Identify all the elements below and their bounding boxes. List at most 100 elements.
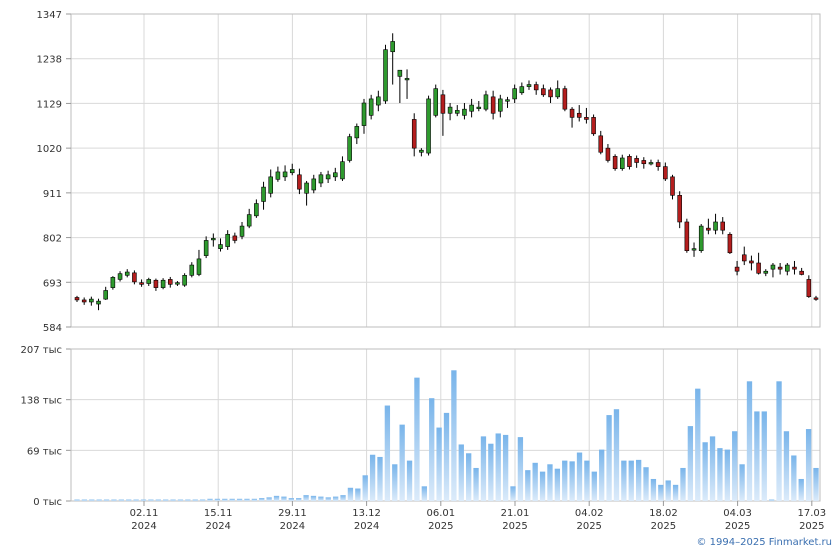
volume-bar bbox=[273, 495, 280, 501]
candle bbox=[648, 159, 654, 166]
candle bbox=[397, 69, 403, 104]
candle bbox=[498, 94, 503, 118]
candle bbox=[153, 278, 159, 291]
volume-bar bbox=[510, 486, 516, 501]
candle-body bbox=[569, 108, 575, 118]
candle-body bbox=[620, 157, 625, 169]
candle bbox=[160, 278, 166, 290]
candle bbox=[175, 281, 180, 286]
candle-body bbox=[153, 279, 159, 288]
candle bbox=[777, 263, 783, 275]
x-tick-year: 2024 bbox=[131, 521, 156, 532]
volume-bar bbox=[74, 499, 80, 501]
candle-body bbox=[282, 171, 288, 178]
volume-bar bbox=[369, 454, 376, 501]
candle-body bbox=[476, 106, 482, 109]
candle bbox=[246, 208, 252, 229]
candle-body bbox=[756, 262, 761, 274]
volume-bar bbox=[89, 499, 95, 501]
candle bbox=[469, 98, 474, 118]
candle bbox=[440, 89, 446, 136]
candle-body bbox=[433, 88, 439, 116]
candle bbox=[383, 44, 388, 104]
volume-bar bbox=[392, 464, 398, 501]
candle bbox=[96, 298, 101, 311]
candle-body bbox=[562, 88, 568, 110]
candle bbox=[490, 90, 496, 120]
volume-bar bbox=[347, 487, 354, 501]
volume-bar bbox=[732, 431, 738, 501]
candle bbox=[605, 144, 611, 163]
candle bbox=[684, 218, 690, 253]
candle-body bbox=[785, 264, 790, 272]
volume-bar bbox=[133, 499, 139, 501]
volume-bar bbox=[118, 499, 125, 501]
candle bbox=[311, 174, 317, 194]
candle-body bbox=[74, 297, 80, 301]
volume-bar bbox=[621, 460, 627, 501]
volume-y-tick-label: 0 тыс bbox=[33, 497, 62, 508]
volume-bar bbox=[761, 411, 767, 501]
volume-bar bbox=[495, 433, 501, 501]
copyright-text[interactable]: © 1994–2025 Finmarket.ru bbox=[696, 537, 832, 548]
price-y-tick-label: 1129 bbox=[37, 99, 62, 110]
candle-body bbox=[268, 176, 273, 194]
price-candles bbox=[74, 33, 819, 311]
volume-bar bbox=[687, 426, 694, 501]
candle-body bbox=[598, 135, 604, 153]
candle bbox=[74, 295, 80, 302]
candle bbox=[340, 156, 345, 181]
candle bbox=[548, 87, 553, 104]
volume-bar bbox=[709, 436, 716, 501]
candle-body bbox=[132, 272, 137, 283]
x-tick-year: 2024 bbox=[354, 521, 379, 532]
candle-body bbox=[246, 214, 252, 227]
x-tick-year: 2025 bbox=[576, 521, 601, 532]
candle-body bbox=[634, 158, 639, 163]
volume-bar bbox=[259, 498, 265, 501]
candle-body bbox=[397, 69, 403, 77]
candle bbox=[806, 275, 812, 298]
candle bbox=[476, 100, 482, 112]
volume-bar bbox=[288, 498, 294, 501]
volume-bar bbox=[377, 456, 383, 501]
volume-bar bbox=[281, 496, 287, 501]
volume-bar bbox=[443, 412, 450, 501]
volume-bar bbox=[813, 467, 819, 501]
candle-body bbox=[727, 233, 733, 254]
candle bbox=[727, 232, 733, 254]
candle-body bbox=[548, 89, 553, 98]
volume-bar bbox=[680, 467, 686, 501]
volume-bar bbox=[251, 498, 258, 501]
volume-bar bbox=[170, 499, 176, 501]
candle-body bbox=[792, 266, 797, 270]
candle-body bbox=[232, 235, 238, 241]
candle bbox=[361, 98, 367, 134]
volume-bar bbox=[177, 499, 184, 501]
candle-body bbox=[340, 161, 345, 180]
candle bbox=[124, 269, 130, 278]
candle-body bbox=[304, 182, 309, 194]
candle-body bbox=[763, 270, 769, 274]
candle-body bbox=[655, 162, 661, 167]
x-tick-date: 17.03 bbox=[797, 508, 826, 519]
candle bbox=[139, 279, 144, 287]
price-y-tick-label: 802 bbox=[43, 234, 62, 245]
volume-bar bbox=[111, 499, 117, 501]
candle bbox=[813, 295, 819, 301]
volume-bar bbox=[569, 461, 575, 501]
candle bbox=[741, 246, 747, 266]
x-tick-date: 15.11 bbox=[204, 508, 233, 519]
candle-body bbox=[806, 279, 812, 297]
candle-body bbox=[203, 240, 209, 256]
volume-bar bbox=[776, 381, 782, 501]
x-tick-date: 04.03 bbox=[723, 508, 752, 519]
volume-y-tick-label: 207 тыс bbox=[21, 345, 62, 356]
candle-body bbox=[311, 178, 317, 191]
volume-bar bbox=[783, 431, 790, 501]
volume-bar bbox=[296, 498, 302, 501]
candle bbox=[756, 252, 761, 275]
candle-body bbox=[591, 117, 596, 135]
candle-body bbox=[555, 88, 560, 98]
candle bbox=[132, 270, 137, 285]
